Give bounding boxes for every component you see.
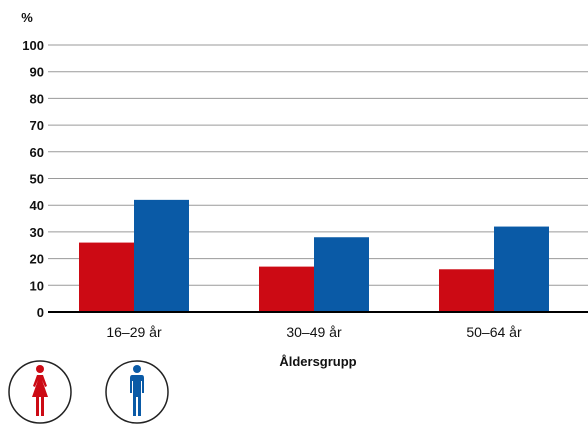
legend-woman	[8, 360, 72, 424]
bar-woman	[79, 242, 134, 312]
bar-woman	[439, 269, 494, 312]
y-tick-label: 90	[30, 65, 44, 80]
y-axis-unit: %	[21, 10, 33, 25]
bar-man	[314, 237, 369, 312]
y-tick-label: 0	[37, 305, 44, 320]
y-tick-label: 50	[30, 172, 44, 187]
bar-woman	[259, 266, 314, 312]
x-axis-title: Åldersgrupp	[279, 354, 356, 369]
y-tick-label: 10	[30, 278, 44, 293]
y-tick-label: 40	[30, 198, 44, 213]
bar-man	[134, 199, 189, 312]
y-tick-label: 20	[30, 252, 44, 267]
y-tick-label: 30	[30, 225, 44, 240]
category-labels: 16–29 år 30–49 år 50–64 år	[106, 324, 522, 340]
man-icon	[130, 365, 144, 416]
woman-icon	[32, 365, 48, 416]
y-tick-label: 100	[22, 38, 44, 53]
category-label: 30–49 år	[286, 324, 342, 340]
legend	[8, 360, 169, 424]
y-tick-label: 60	[30, 145, 44, 160]
bar-man	[494, 226, 549, 312]
category-label: 50–64 år	[466, 324, 522, 340]
category-label: 16–29 år	[106, 324, 162, 340]
y-tick-label: 70	[30, 118, 44, 133]
y-tick-label: 80	[30, 91, 44, 106]
bars	[79, 199, 549, 312]
legend-man	[105, 360, 169, 424]
y-tick-labels: 0 10 20 30 40 50 60 70 80 90 100	[22, 38, 44, 320]
